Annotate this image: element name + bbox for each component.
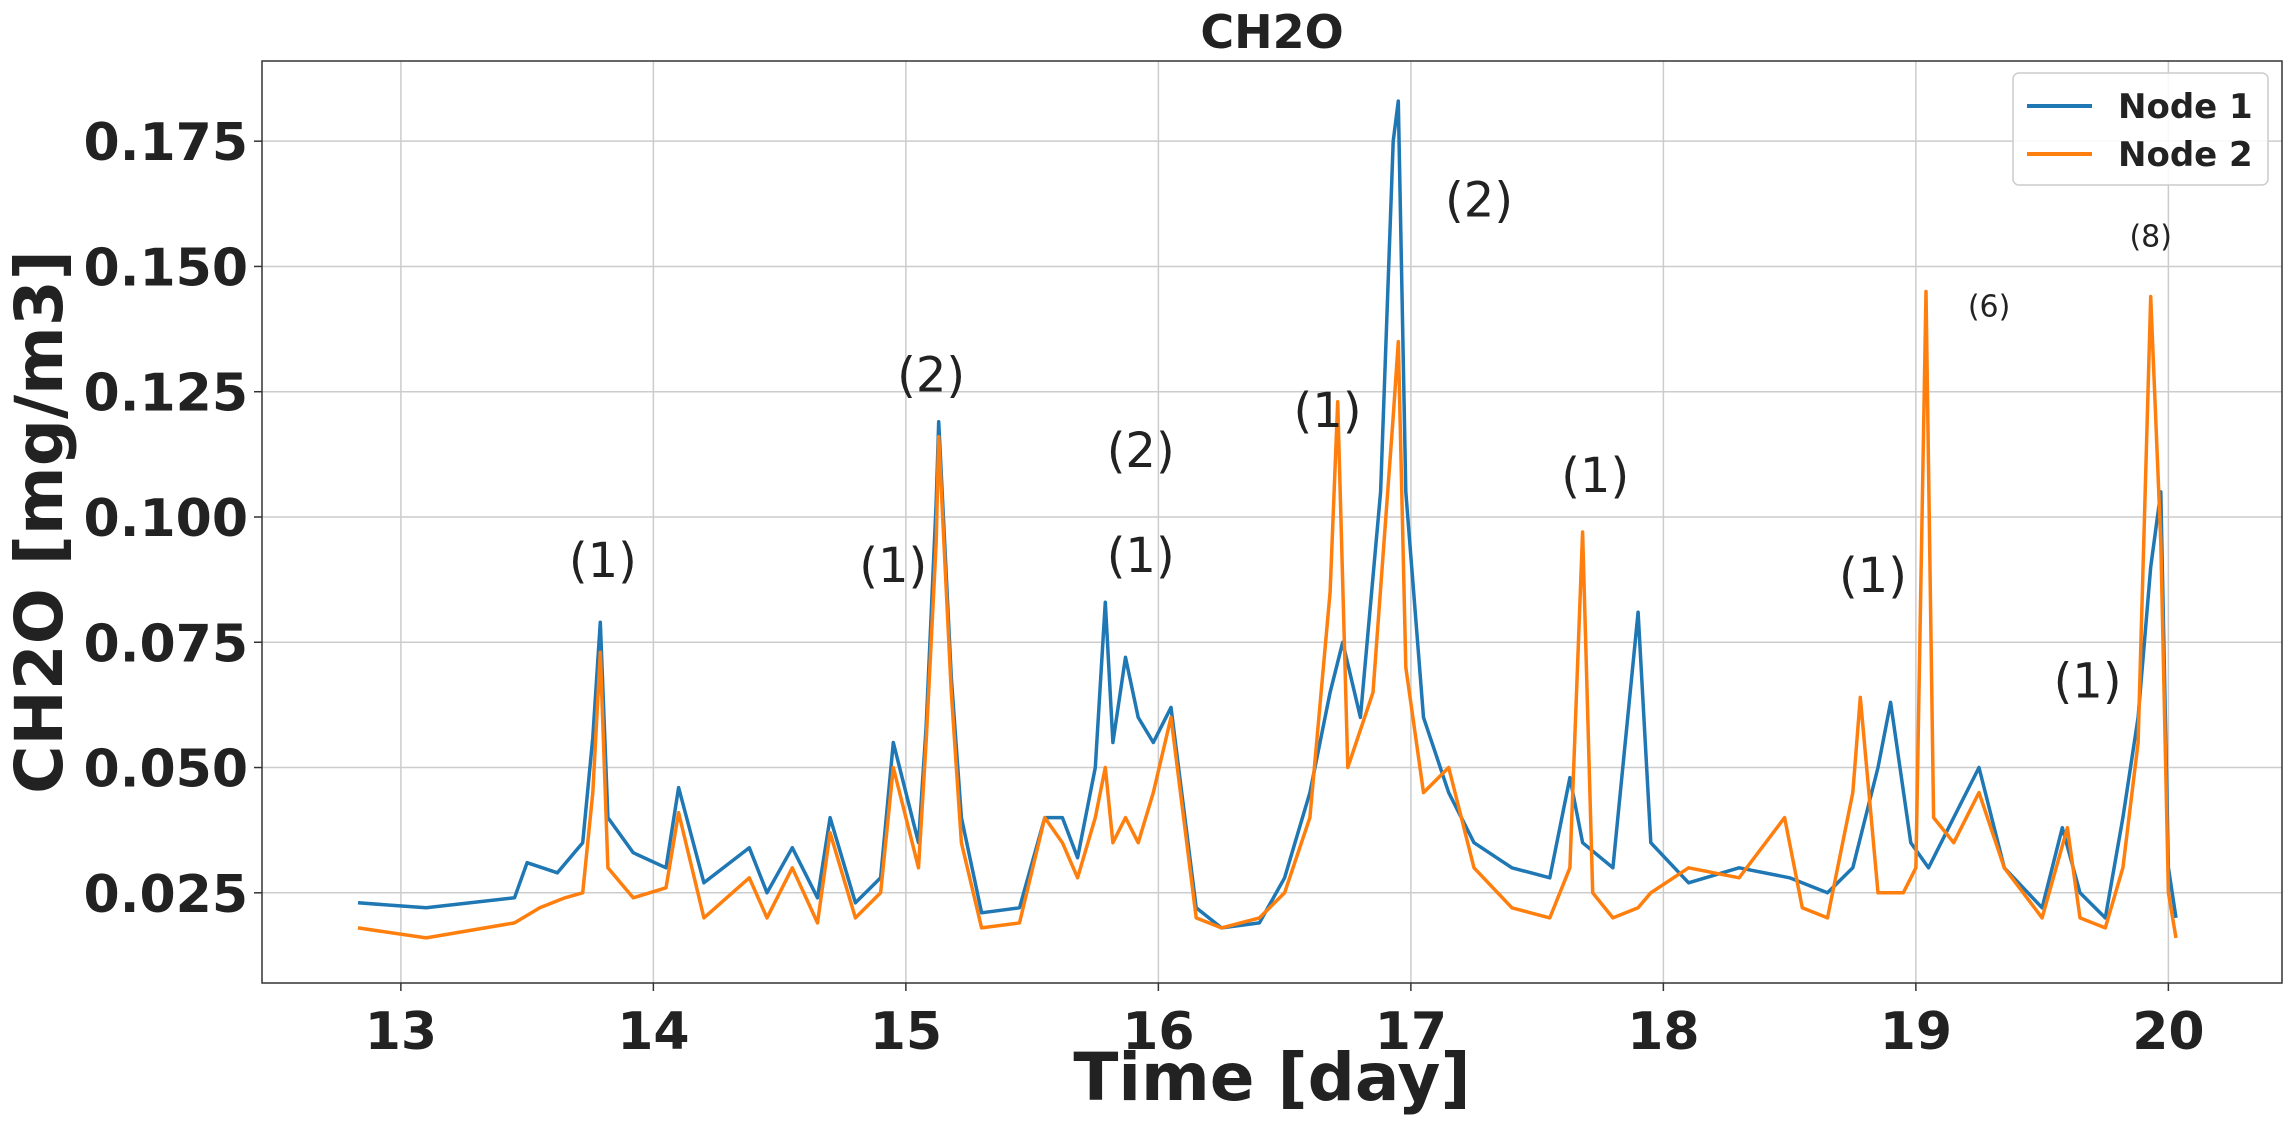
series-line-node-2	[357, 289, 2178, 940]
x-tick-label: 13	[365, 1002, 437, 1062]
grid	[262, 61, 2282, 983]
x-tick-label: 18	[1627, 1002, 1699, 1062]
peak-annotation: (1)	[1839, 548, 1907, 604]
plot-frame	[261, 60, 2283, 984]
annotations: (1) (2) (1) (2) (1) (1) (2) (1) (1) (6) (8) (1)	[569, 172, 2172, 709]
x-axis-label: Time [day]	[1073, 1039, 1470, 1116]
y-ticks: 0.025 0.050 0.075 0.100 0.125 0.150 0.175	[84, 113, 262, 925]
y-tick-label: 0.125	[84, 364, 248, 424]
legend-label-node-2: Node 2	[2118, 135, 2253, 175]
peak-annotation: (2)	[897, 348, 965, 404]
x-tick-label: 17	[1375, 1002, 1447, 1062]
y-tick-label: 0.175	[84, 113, 248, 173]
peak-annotation: (1)	[2054, 653, 2122, 709]
peak-annotation: (1)	[1561, 448, 1629, 504]
series-line-node-1	[357, 99, 2178, 930]
peak-annotation: (1)	[859, 538, 927, 594]
legend-label-node-1: Node 1	[2118, 87, 2253, 127]
peak-annotation: (6)	[1968, 290, 2011, 325]
plot-lines	[357, 99, 2178, 940]
peak-annotation: (2)	[1445, 172, 1513, 228]
x-tick-label: 15	[870, 1002, 942, 1062]
y-tick-label: 0.075	[84, 614, 248, 674]
peak-annotation: (1)	[569, 533, 637, 589]
chart-title: CH2O	[1200, 5, 1343, 59]
peak-annotation: (1)	[1294, 383, 1362, 439]
legend: Node 1 Node 2	[2012, 72, 2269, 186]
y-axis-label: CH2O [mg/m3]	[1, 250, 78, 794]
y-tick-label: 0.100	[84, 489, 248, 549]
y-tick-label: 0.050	[84, 740, 248, 800]
y-tick-label: 0.025	[84, 865, 248, 925]
x-ticks: 13 14 15 16 17 18 19 20	[365, 983, 2205, 1062]
y-tick-label: 0.150	[84, 238, 248, 298]
legend-box	[2012, 72, 2269, 186]
peak-annotation: (2)	[1107, 423, 1175, 479]
x-tick-label: 16	[1122, 1002, 1194, 1062]
x-tick-label: 20	[2132, 1002, 2204, 1062]
peak-annotation: (1)	[1107, 528, 1175, 584]
x-tick-label: 19	[1880, 1002, 1952, 1062]
x-tick-label: 14	[617, 1002, 689, 1062]
peak-annotation: (8)	[2129, 219, 2172, 254]
